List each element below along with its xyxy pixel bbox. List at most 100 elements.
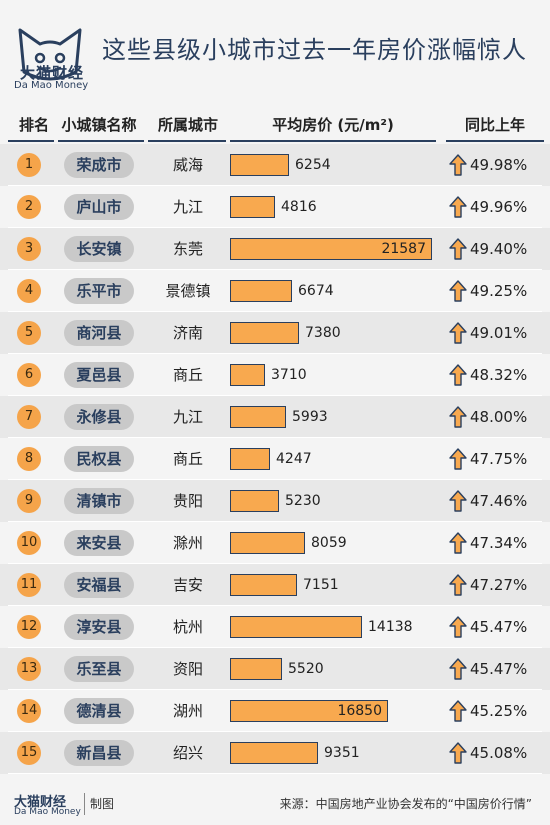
- row-separator: [8, 689, 542, 690]
- city-name: 滁州: [172, 534, 203, 552]
- yoy-percent: 48.32%: [470, 366, 528, 384]
- price-label: 6674: [298, 283, 334, 299]
- rank-badge: 14: [17, 699, 41, 723]
- price-label: 7380: [305, 325, 341, 341]
- up-arrow-icon: [449, 280, 467, 302]
- price-bar: [230, 742, 318, 764]
- table-row: 11 安福县 吉安 7151 47.27%: [0, 564, 550, 606]
- city-name: 景德镇: [165, 282, 211, 300]
- city-name: 九江: [172, 198, 203, 216]
- up-arrow-icon: [449, 574, 467, 596]
- table-row: 4 乐平市 景德镇 6674 49.25%: [0, 270, 550, 312]
- city-name: 济南: [172, 324, 203, 342]
- town-name: 清镇市: [64, 488, 134, 514]
- column-header-yoy: 同比上年: [464, 116, 525, 134]
- city-name: 资阳: [172, 660, 203, 678]
- up-arrow-icon: [449, 700, 467, 722]
- table-row: 12 淳安县 杭州 14138 45.47%: [0, 606, 550, 648]
- up-arrow-icon: [449, 238, 467, 260]
- city-name: 威海: [172, 156, 203, 174]
- row-separator: [8, 185, 542, 186]
- price-label: 21587: [381, 241, 426, 257]
- yoy-percent: 48.00%: [470, 408, 528, 426]
- up-arrow-icon: [449, 448, 467, 470]
- row-separator: [8, 437, 542, 438]
- town-name: 长安镇: [64, 236, 134, 262]
- row-separator: [8, 269, 542, 270]
- rank-badge: 13: [17, 657, 41, 681]
- rank-badge: 6: [17, 363, 41, 387]
- price-bar: [230, 532, 305, 554]
- price-bar: [230, 700, 388, 722]
- row-separator: [8, 353, 542, 354]
- up-arrow-icon: [449, 364, 467, 386]
- header-divider: [58, 140, 144, 142]
- town-name: 来安县: [64, 530, 134, 556]
- row-separator: [8, 605, 542, 606]
- town-name: 德清县: [64, 698, 134, 724]
- up-arrow-icon: [449, 532, 467, 554]
- table-row: 6 夏邑县 商丘 3710 48.32%: [0, 354, 550, 396]
- yoy-percent: 45.08%: [470, 744, 528, 762]
- header-divider: [230, 140, 436, 142]
- row-separator: [8, 311, 542, 312]
- yoy-percent: 47.34%: [470, 534, 528, 552]
- price-bar: [230, 658, 282, 680]
- price-bar: [230, 616, 362, 638]
- city-name: 九江: [172, 408, 203, 426]
- city-name: 商丘: [172, 450, 203, 468]
- table-row: 8 民权县 商丘 4247 47.75%: [0, 438, 550, 480]
- yoy-percent: 45.47%: [470, 618, 528, 636]
- town-name: 乐平市: [64, 278, 134, 304]
- up-arrow-icon: [449, 196, 467, 218]
- town-name: 庐山市: [64, 194, 134, 220]
- rank-badge: 15: [17, 741, 41, 765]
- up-arrow-icon: [449, 658, 467, 680]
- page-title: 这些县级小城市过去一年房价涨幅惊人: [102, 36, 527, 64]
- yoy-percent: 49.01%: [470, 324, 528, 342]
- town-name: 淳安县: [64, 614, 134, 640]
- price-bar: [230, 490, 279, 512]
- footer-made-by: 制图: [90, 797, 115, 811]
- city-name: 湖州: [172, 702, 203, 720]
- rank-badge: 5: [17, 321, 41, 345]
- table-row: 5 商河县 济南 7380 49.01%: [0, 312, 550, 354]
- city-name: 贵阳: [172, 492, 203, 510]
- rank-badge: 4: [17, 279, 41, 303]
- rank-badge: 2: [17, 195, 41, 219]
- yoy-percent: 45.25%: [470, 702, 528, 720]
- up-arrow-icon: [449, 322, 467, 344]
- table-row: 10 来安县 滁州 8059 47.34%: [0, 522, 550, 564]
- town-name: 夏邑县: [64, 362, 134, 388]
- column-header-town: 小城镇名称: [61, 116, 137, 134]
- header-divider: [148, 140, 226, 142]
- table-row: 3 长安镇 东莞 21587 49.40%: [0, 228, 550, 270]
- price-bar: [230, 280, 292, 302]
- yoy-percent: 49.40%: [470, 240, 528, 258]
- cat-logo-icon: [18, 28, 82, 81]
- row-separator: [8, 563, 542, 564]
- rank-badge: 10: [17, 531, 41, 555]
- yoy-percent: 47.46%: [470, 492, 528, 510]
- town-name: 安福县: [64, 572, 134, 598]
- table-row: 7 永修县 九江 5993 48.00%: [0, 396, 550, 438]
- row-separator: [8, 647, 542, 648]
- table-row: 13 乐至县 资阳 5520 45.47%: [0, 648, 550, 690]
- up-arrow-icon: [449, 616, 467, 638]
- rank-badge: 9: [17, 489, 41, 513]
- footer-source: 来源：中国房地产业协会发布的“中国房价行情”: [279, 797, 532, 811]
- price-bar: [230, 574, 297, 596]
- up-arrow-icon: [449, 490, 467, 512]
- up-arrow-icon: [449, 742, 467, 764]
- price-label: 3710: [271, 367, 307, 383]
- town-name: 永修县: [64, 404, 134, 430]
- rank-badge: 8: [17, 447, 41, 471]
- price-label: 5520: [288, 661, 324, 677]
- column-header-rank: 排名: [18, 116, 49, 134]
- yoy-percent: 47.27%: [470, 576, 528, 594]
- price-label: 8059: [311, 535, 347, 551]
- price-bar: [230, 448, 270, 470]
- price-label: 6254: [295, 157, 331, 173]
- footer-divider: [84, 793, 85, 815]
- row-separator: [8, 227, 542, 228]
